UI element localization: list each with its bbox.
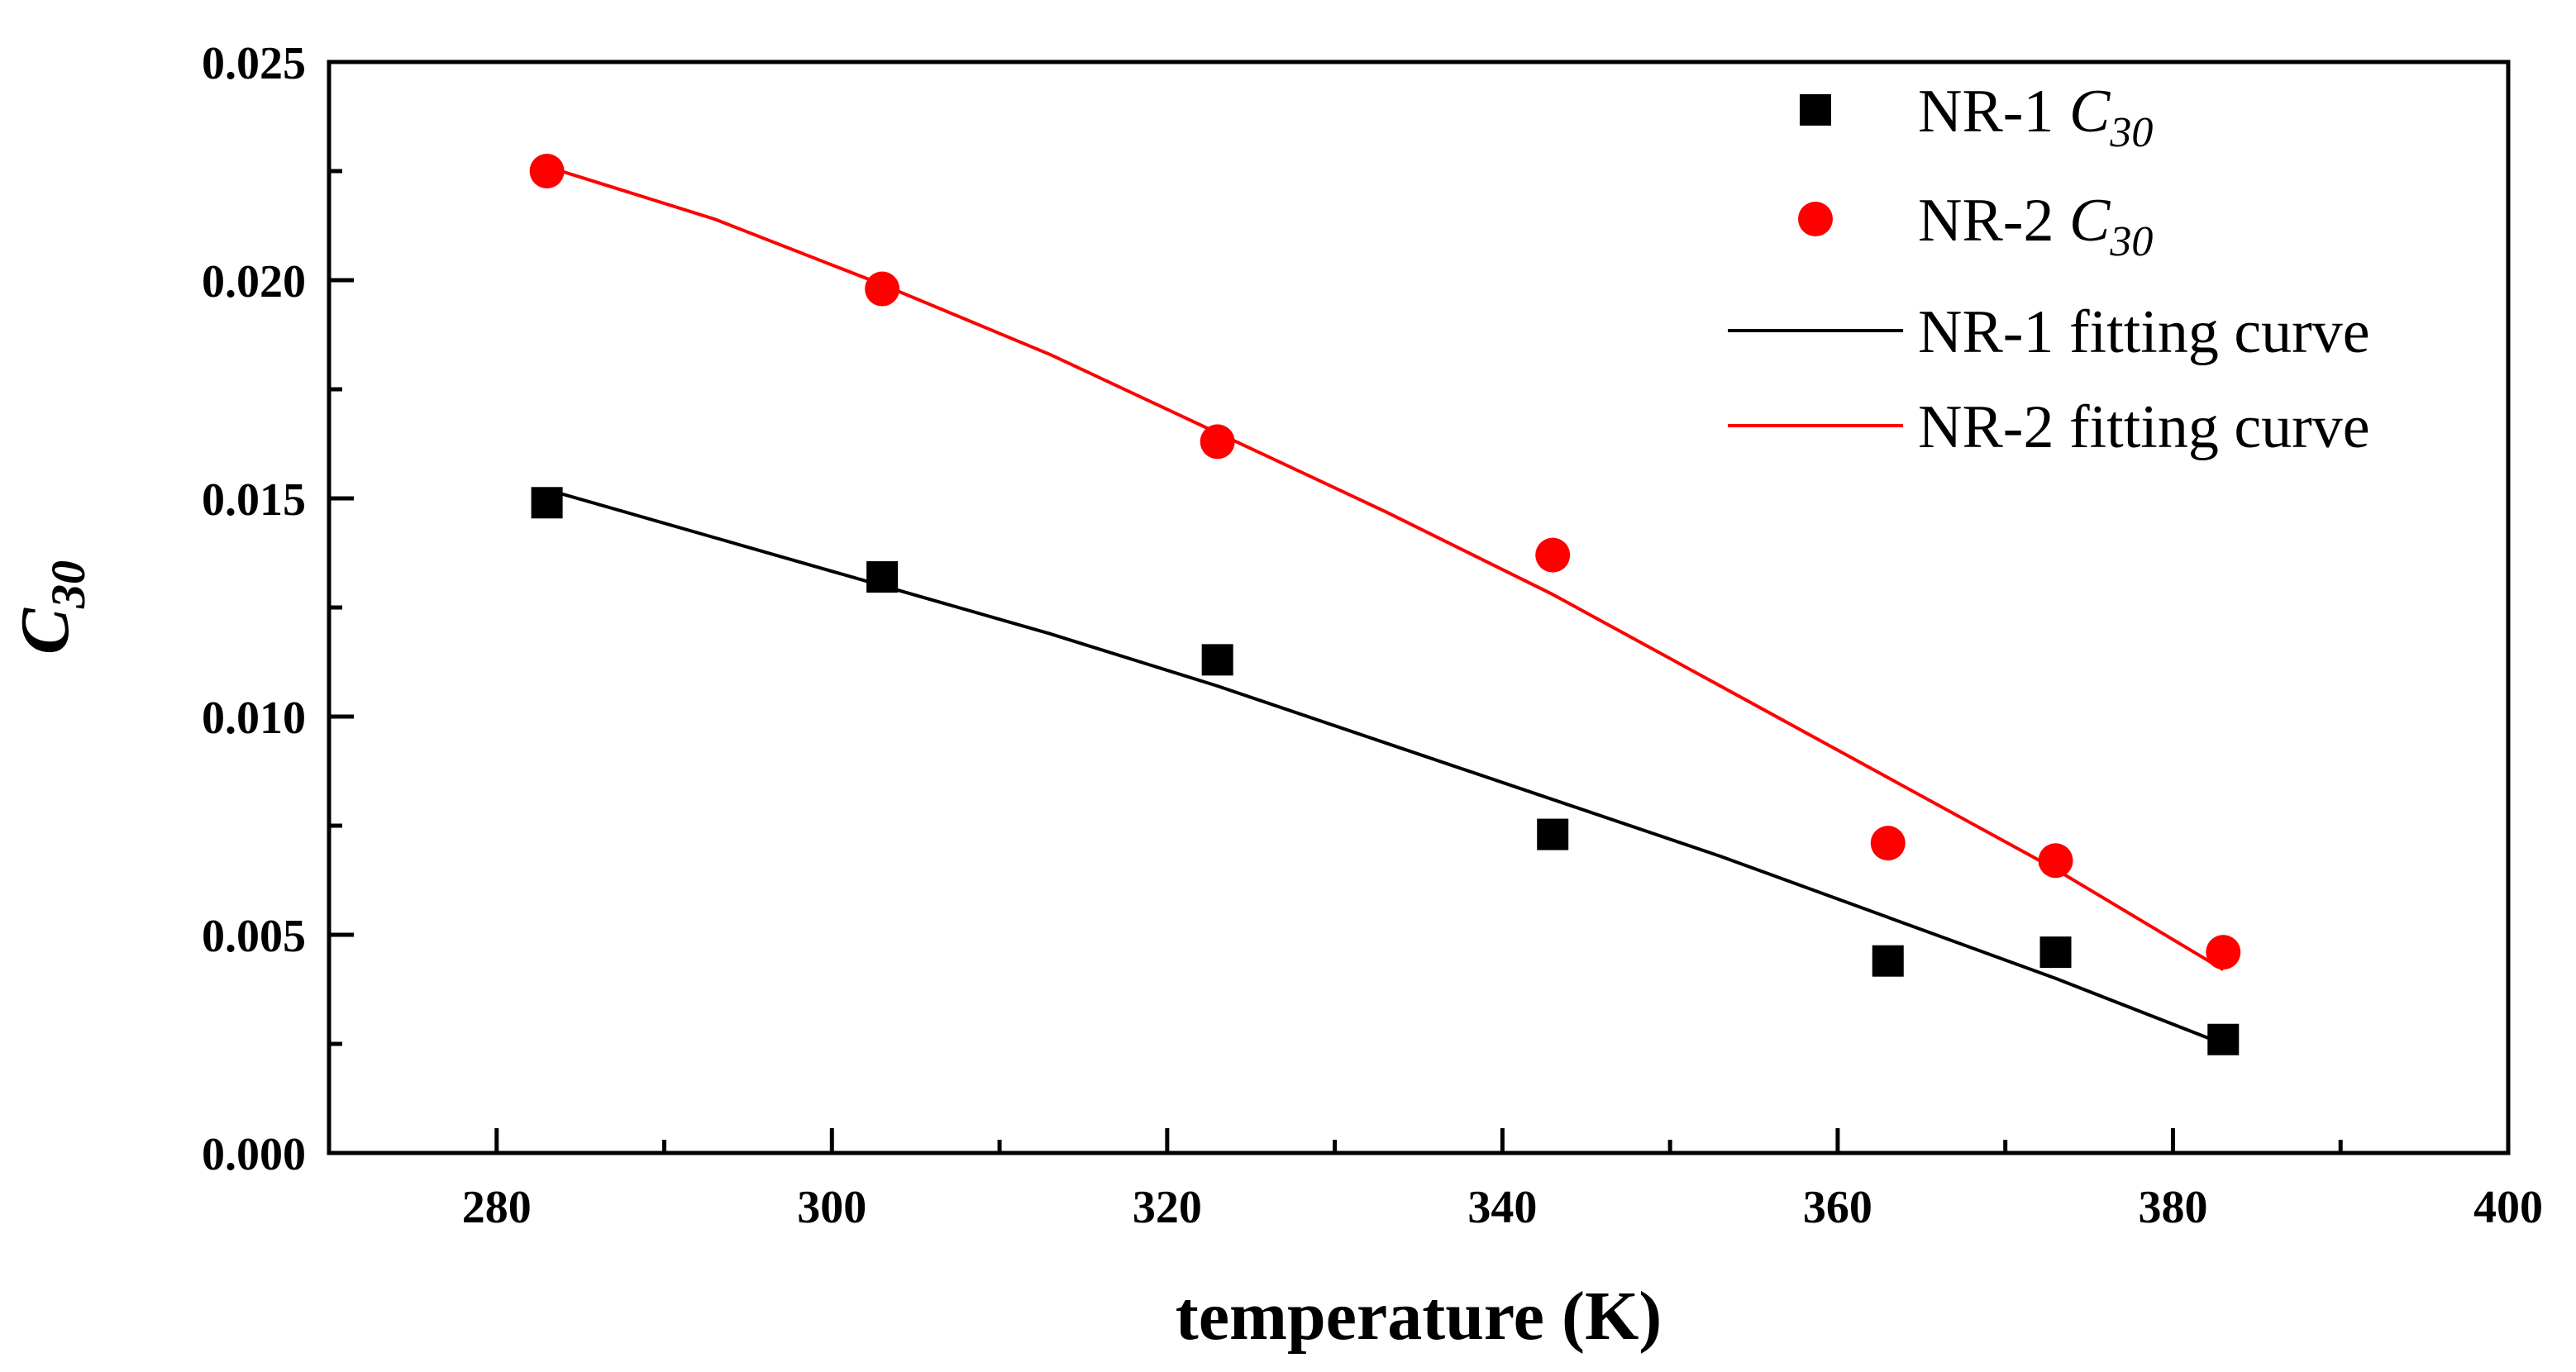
axis-ticks	[327, 60, 2511, 1155]
x-axis-title: temperature (K)	[1176, 1278, 1662, 1355]
x-tick-label: 280	[462, 1182, 532, 1233]
legend-item: NR-2 fitting curve	[1728, 393, 2370, 461]
x-tick-label: 340	[1467, 1182, 1537, 1233]
nr2-data-point	[1870, 826, 1906, 861]
nr1-data-point	[2207, 1023, 2240, 1055]
nr1-data-point	[1537, 818, 1569, 850]
y-tick-label: 0.015	[202, 474, 306, 526]
nr2-data-point	[1200, 424, 1235, 460]
x-tick-label: 300	[797, 1182, 866, 1233]
legend: NR-1 C30 NR-2 C30 NR-1 fitting curve NR-2 f…	[1728, 78, 2370, 461]
y-axis-title-base: C	[7, 607, 83, 655]
legend-label: NR-1 fitting curve	[1918, 298, 2370, 366]
y-tick-label: 0.025	[202, 38, 306, 89]
svg-text:C30: C30	[7, 560, 95, 655]
y-tick-label: 0.020	[202, 256, 306, 307]
nr2-data-point	[865, 271, 900, 307]
y-tick-label: 0.010	[202, 693, 306, 744]
legend-label: NR-2 C30	[1918, 187, 2153, 265]
nr2-data-point	[2038, 843, 2073, 879]
series-layer	[529, 154, 2241, 1055]
y-tick-label: 0.005	[202, 911, 306, 962]
legend-item: NR-1 fitting curve	[1728, 298, 2370, 366]
fit-line-nr-2-fitting-curve	[546, 164, 2225, 971]
y-axis-title-sub: 30	[41, 560, 95, 609]
legend-label: NR-1 C30	[1918, 78, 2153, 156]
nr2-data-point	[2206, 935, 2241, 970]
nr1-data-point	[1201, 644, 1233, 676]
nr1-data-point	[531, 487, 563, 519]
nr2-data-point	[529, 154, 565, 188]
legend-item: NR-1 C30	[1800, 78, 2153, 156]
nr1-data-point	[2039, 936, 2072, 969]
x-tick-label: 320	[1133, 1182, 1202, 1233]
nr2-data-point	[1535, 537, 1571, 573]
legend-circle-marker	[1798, 202, 1833, 236]
y-axis-title: C30	[7, 560, 95, 655]
plot-frame	[327, 60, 2511, 1155]
y-tick-label: 0.000	[202, 1129, 306, 1180]
x-tick-label: 400	[2473, 1182, 2543, 1233]
fit-line-nr-1-fitting-curve	[546, 488, 2225, 1046]
nr1-data-point	[1872, 945, 1904, 977]
x-tick-label: 360	[1803, 1182, 1872, 1233]
legend-item: NR-2 C30	[1798, 187, 2153, 265]
x-tick-label: 380	[2138, 1182, 2207, 1233]
legend-square-marker	[1800, 94, 1831, 126]
axis-tick-labels: 280 300 320 340 360 380 400 0.000 0.005 0.010 0.01…	[202, 38, 2543, 1233]
legend-label: NR-2 fitting curve	[1918, 393, 2370, 461]
nr1-data-point	[866, 561, 899, 593]
